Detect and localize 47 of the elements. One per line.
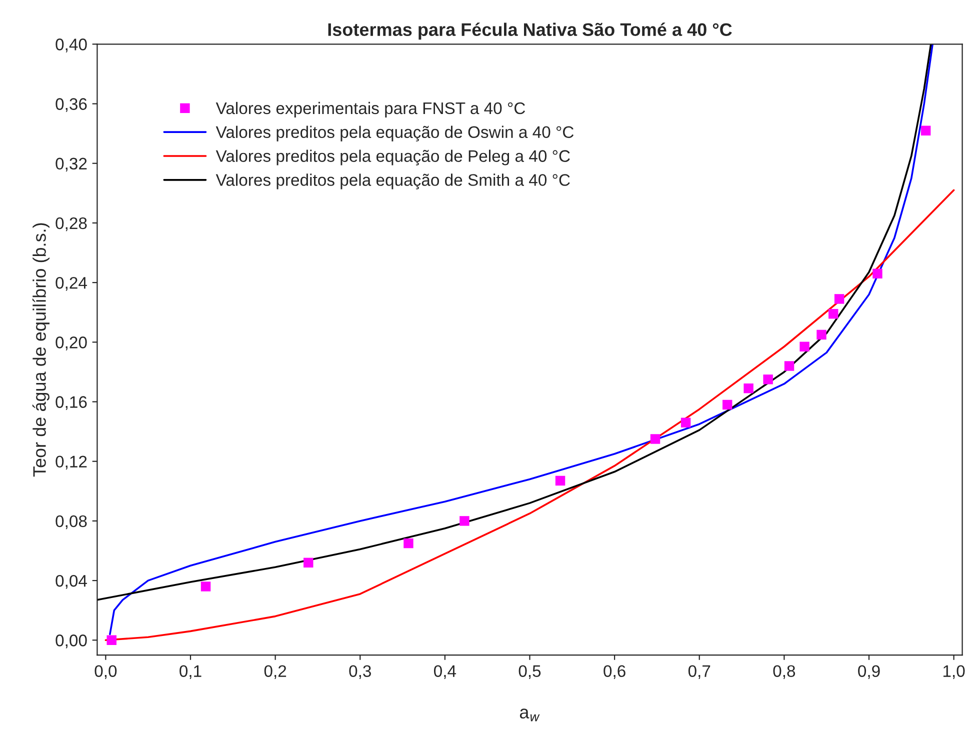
y-tick-label: 0,28	[56, 217, 87, 232]
x-tick-label: 0,6	[604, 665, 626, 679]
point	[834, 294, 844, 304]
y-tick-label: 0,24	[56, 276, 87, 291]
point	[920, 126, 931, 136]
point	[828, 308, 838, 319]
point	[404, 538, 414, 548]
point	[650, 434, 660, 444]
x-tick-label: 0,7	[688, 665, 710, 679]
point	[784, 361, 794, 371]
y-tick-label: 0,12	[56, 456, 87, 470]
point	[106, 635, 116, 645]
point	[200, 582, 211, 592]
legend-label: Valores preditos pela equação de Peleg a 40 °C	[216, 150, 570, 166]
y-tick-label: 0,00	[56, 634, 87, 648]
y-tick-label: 0,36	[56, 98, 87, 112]
point	[816, 330, 826, 340]
y-tick-label: 0,20	[56, 336, 87, 350]
x-tick-label: 0,8	[773, 665, 796, 679]
legend-label: Valores preditos pela equação de Smith a 40 °C	[216, 174, 570, 190]
legend-label: Valores experimentais para FNST a 40 °C	[216, 102, 526, 118]
x-tick-label: 0,4	[434, 665, 456, 679]
x-tick-label: 0,1	[180, 665, 202, 679]
x-tick-label: 0,0	[94, 665, 117, 679]
point	[800, 342, 810, 352]
x-tick-label: 0,2	[264, 665, 286, 679]
x-axis-title: a$_{w}$	[520, 708, 540, 722]
point	[744, 383, 754, 394]
y-axis-title: Teor de água de equilíbrio (b.s.)	[32, 223, 50, 477]
point	[304, 558, 314, 568]
legend-label: Valores preditos pela equação de Oswin a 40 °C	[216, 126, 574, 142]
y-tick-label: 0,40	[56, 38, 87, 52]
y-tick-label: 0,04	[56, 574, 87, 589]
point	[555, 476, 566, 486]
y-tick-label: 0,32	[56, 158, 87, 172]
x-tick-label: 0,5	[518, 665, 541, 679]
point	[460, 516, 470, 526]
y-tick-label: 0,16	[56, 396, 87, 410]
x-tick-label: 1,0	[943, 665, 965, 679]
point	[872, 268, 882, 278]
x-tick-label: 0,9	[858, 665, 880, 679]
y-tick-label: 0,08	[56, 515, 87, 530]
chart-title: Isotermas para Fécula Nativa São Tomé a 40 °C	[328, 22, 732, 40]
point	[680, 418, 691, 428]
x-tick-label: 0,3	[349, 665, 371, 679]
point	[763, 374, 773, 384]
point	[722, 400, 732, 410]
